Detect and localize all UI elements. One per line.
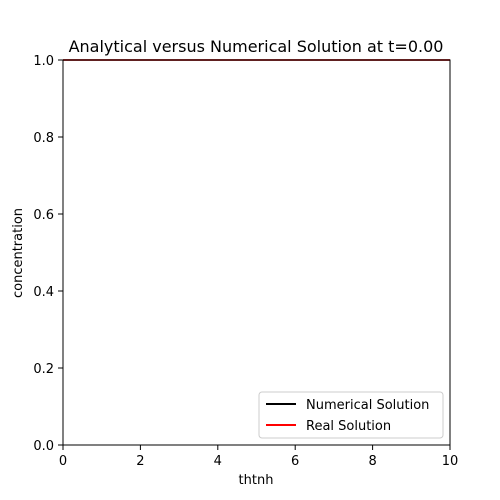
y-tick-label: 0.4: [33, 285, 54, 300]
x-axis-ticks: 0 2 4 6 8 10: [59, 445, 458, 469]
plot-frame: [62, 59, 451, 446]
x-tick-label: 6: [291, 454, 299, 469]
chart-title: Analytical versus Numerical Solution at …: [69, 37, 444, 56]
y-axis-ticks: 0.0 0.2 0.4 0.6 0.8 1.0: [33, 54, 63, 454]
y-tick-label: 0.0: [33, 439, 54, 454]
y-tick-label: 0.2: [33, 362, 54, 377]
x-axis-label: thtnh: [239, 473, 274, 488]
x-tick-label: 4: [214, 454, 222, 469]
legend-label-real: Real Solution: [306, 419, 391, 434]
y-tick-label: 0.6: [33, 208, 54, 223]
x-tick-label: 8: [368, 454, 376, 469]
x-tick-label: 0: [59, 454, 67, 469]
y-tick-label: 1.0: [33, 54, 54, 69]
y-tick-label: 0.8: [33, 131, 54, 146]
legend-label-numerical: Numerical Solution: [306, 398, 429, 413]
y-axis-label: concentration: [11, 208, 26, 298]
x-tick-label: 2: [136, 454, 144, 469]
plot-area: [63, 60, 450, 445]
legend: Numerical Solution Real Solution: [258, 391, 444, 439]
legend-box: [258, 391, 444, 439]
x-tick-label: 10: [442, 454, 459, 469]
